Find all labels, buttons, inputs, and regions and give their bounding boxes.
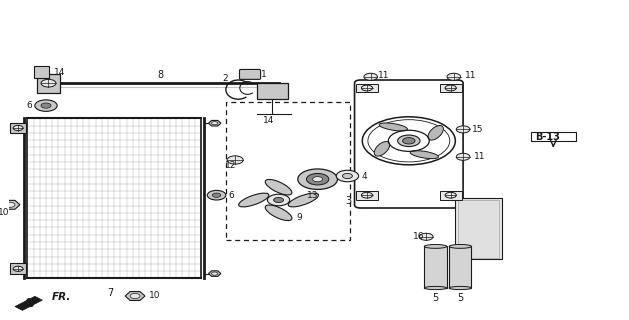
Text: 7: 7	[108, 288, 114, 298]
Ellipse shape	[265, 205, 292, 220]
Circle shape	[211, 272, 218, 275]
Circle shape	[364, 73, 377, 80]
Circle shape	[362, 85, 372, 91]
Circle shape	[211, 122, 218, 125]
Text: 8: 8	[158, 70, 164, 80]
Circle shape	[13, 266, 23, 271]
Circle shape	[130, 293, 140, 299]
Text: B-13: B-13	[535, 132, 560, 142]
Circle shape	[456, 153, 470, 160]
Circle shape	[306, 173, 329, 185]
Circle shape	[213, 193, 221, 197]
Ellipse shape	[288, 193, 318, 207]
Circle shape	[420, 233, 433, 240]
Circle shape	[313, 177, 323, 182]
Circle shape	[41, 103, 51, 108]
Ellipse shape	[428, 125, 443, 140]
Circle shape	[267, 194, 290, 206]
Bar	[226, 102, 350, 240]
Ellipse shape	[449, 286, 472, 290]
Circle shape	[447, 73, 460, 80]
Polygon shape	[208, 271, 221, 276]
Circle shape	[456, 126, 470, 133]
Text: 11: 11	[474, 152, 486, 161]
Text: 9: 9	[296, 213, 302, 222]
Ellipse shape	[410, 151, 438, 159]
Polygon shape	[208, 120, 221, 126]
Bar	[440, 84, 462, 92]
Text: 5: 5	[432, 292, 438, 303]
Bar	[440, 191, 462, 200]
Bar	[455, 198, 502, 259]
Ellipse shape	[425, 244, 447, 248]
Bar	[33, 66, 49, 78]
Text: 12: 12	[225, 161, 236, 170]
Circle shape	[207, 190, 226, 200]
Text: 13: 13	[306, 191, 318, 200]
Text: 2: 2	[222, 74, 228, 83]
Ellipse shape	[374, 141, 390, 156]
FancyBboxPatch shape	[257, 83, 288, 99]
Bar	[10, 263, 26, 274]
Circle shape	[403, 138, 415, 144]
Circle shape	[445, 192, 456, 198]
Bar	[449, 246, 472, 288]
Text: 11: 11	[465, 71, 476, 80]
Ellipse shape	[379, 123, 408, 131]
Ellipse shape	[449, 244, 472, 248]
Bar	[356, 84, 378, 92]
Bar	[10, 123, 26, 133]
Text: 3: 3	[345, 196, 352, 206]
Text: 11: 11	[378, 71, 389, 80]
Bar	[459, 200, 499, 258]
Bar	[28, 118, 201, 278]
Ellipse shape	[238, 193, 269, 207]
Circle shape	[227, 156, 243, 164]
Text: 6: 6	[26, 101, 31, 110]
Circle shape	[398, 135, 420, 147]
Text: 15: 15	[472, 125, 484, 134]
Text: 16: 16	[413, 232, 424, 241]
Polygon shape	[125, 292, 145, 300]
Circle shape	[445, 85, 456, 91]
Text: 1: 1	[261, 70, 267, 79]
Bar	[356, 191, 378, 200]
Circle shape	[274, 197, 284, 203]
Text: 5: 5	[457, 292, 464, 303]
Bar	[425, 246, 447, 288]
Text: 6: 6	[228, 191, 234, 200]
Text: 10: 10	[0, 208, 9, 217]
Circle shape	[337, 170, 359, 182]
Circle shape	[342, 173, 352, 179]
Text: 14: 14	[263, 116, 274, 124]
Text: 10: 10	[148, 292, 160, 300]
Polygon shape	[15, 296, 42, 310]
FancyBboxPatch shape	[240, 69, 260, 79]
Circle shape	[35, 100, 57, 111]
Text: FR.: FR.	[52, 292, 72, 302]
Text: 4: 4	[361, 172, 367, 180]
Circle shape	[13, 125, 23, 131]
FancyBboxPatch shape	[36, 74, 60, 93]
Circle shape	[362, 192, 372, 198]
Circle shape	[5, 202, 15, 207]
Polygon shape	[0, 200, 20, 209]
Text: 14: 14	[54, 68, 65, 76]
Ellipse shape	[425, 286, 447, 290]
Circle shape	[298, 169, 338, 189]
Ellipse shape	[265, 180, 292, 195]
Circle shape	[41, 79, 56, 87]
